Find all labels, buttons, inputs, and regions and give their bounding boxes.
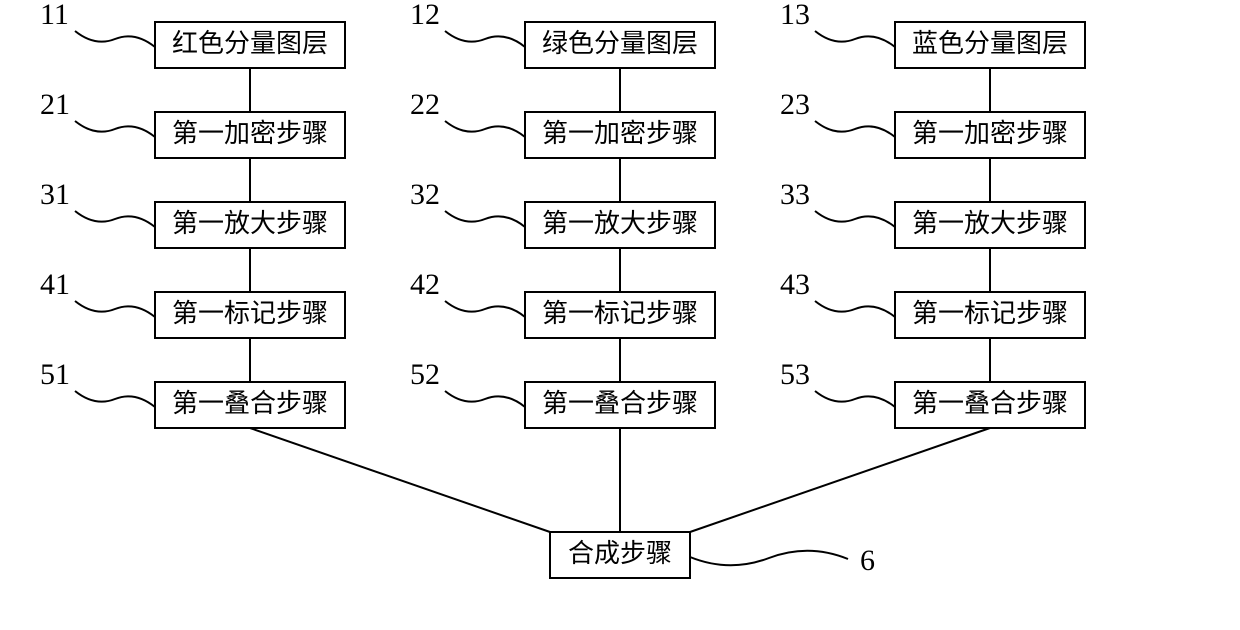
node-r3-c1-label: 第一放大步骤 — [172, 209, 328, 238]
callout-num-51: 51 — [40, 358, 70, 391]
node-r1-c3-label: 蓝色分量图层 — [912, 29, 1068, 58]
callout-squig-12 — [445, 31, 525, 47]
node-r2-c2-label: 第一加密步骤 — [542, 119, 698, 148]
node-r5-c2-label: 第一叠合步骤 — [542, 389, 698, 418]
callout-num-31: 31 — [40, 178, 70, 211]
node-r4-c2-label: 第一标记步骤 — [542, 299, 698, 328]
callout-squig-11 — [75, 31, 155, 47]
edge-col1-merge — [250, 428, 550, 532]
callout-squig-52 — [445, 391, 525, 407]
callout-num-53: 53 — [780, 358, 810, 391]
callout-num-32: 32 — [410, 178, 440, 211]
callout-squig-41 — [75, 301, 155, 317]
callout-num-22: 22 — [410, 88, 440, 121]
callout-num-12: 12 — [410, 0, 440, 31]
node-merge-label: 合成步骤 — [568, 539, 672, 568]
callout-squig-6 — [690, 551, 848, 566]
node-r4-c1-label: 第一标记步骤 — [172, 299, 328, 328]
node-r1-c1-label: 红色分量图层 — [172, 29, 328, 58]
callout-squig-43 — [815, 301, 895, 317]
callout-num-21: 21 — [40, 88, 70, 121]
callout-squig-21 — [75, 121, 155, 137]
node-r4-c3-label: 第一标记步骤 — [912, 299, 1068, 328]
node-r2-c1-label: 第一加密步骤 — [172, 119, 328, 148]
callout-num-13: 13 — [780, 0, 810, 31]
edge-col3-merge — [690, 428, 990, 532]
node-r3-c2-label: 第一放大步骤 — [542, 209, 698, 238]
node-r5-c1-label: 第一叠合步骤 — [172, 389, 328, 418]
callout-squig-32 — [445, 211, 525, 227]
callout-num-42: 42 — [410, 268, 440, 301]
callout-squig-13 — [815, 31, 895, 47]
callout-squig-22 — [445, 121, 525, 137]
callout-num-11: 11 — [40, 0, 69, 31]
node-r3-c3-label: 第一放大步骤 — [912, 209, 1068, 238]
callout-squig-33 — [815, 211, 895, 227]
callout-squig-42 — [445, 301, 525, 317]
node-r2-c3-label: 第一加密步骤 — [912, 119, 1068, 148]
node-r5-c3-label: 第一叠合步骤 — [912, 389, 1068, 418]
callout-num-6: 6 — [860, 544, 875, 577]
callout-squig-31 — [75, 211, 155, 227]
callout-num-52: 52 — [410, 358, 440, 391]
callout-squig-51 — [75, 391, 155, 407]
callout-num-33: 33 — [780, 178, 810, 211]
callout-num-23: 23 — [780, 88, 810, 121]
callout-num-43: 43 — [780, 268, 810, 301]
node-r1-c2-label: 绿色分量图层 — [542, 29, 698, 58]
callout-squig-53 — [815, 391, 895, 407]
callout-num-41: 41 — [40, 268, 70, 301]
callout-squig-23 — [815, 121, 895, 137]
